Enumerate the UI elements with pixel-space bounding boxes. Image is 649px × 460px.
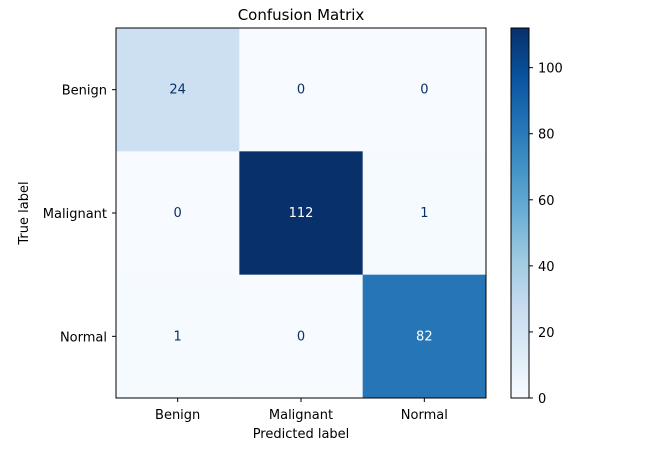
cell-value-label: 24 xyxy=(169,83,186,98)
x-axis-ticks: Benign Malignant Normal xyxy=(155,398,448,423)
heatmap-cell xyxy=(362,274,487,399)
x-tick-label: Normal xyxy=(401,408,448,423)
y-tick-label: Normal xyxy=(60,330,107,345)
colorbar-tick-label: 0 xyxy=(538,392,546,407)
y-tick-label: Benign xyxy=(62,84,107,99)
cell-value-label: 1 xyxy=(174,329,182,344)
cell-value-label: 0 xyxy=(420,83,428,98)
heatmap-cells xyxy=(116,28,487,399)
x-tick-label: Benign xyxy=(155,408,200,423)
cell-value-label: 0 xyxy=(174,206,182,221)
heatmap-cell xyxy=(362,151,487,276)
x-axis-label: Predicted label xyxy=(253,427,350,442)
x-tick-label: Malignant xyxy=(269,408,333,423)
cell-value-label: 0 xyxy=(297,329,305,344)
heatmap-cell xyxy=(116,274,240,399)
cell-value-label: 82 xyxy=(416,329,433,344)
y-tick-label: Malignant xyxy=(43,207,107,222)
chart-title: Confusion Matrix xyxy=(238,6,365,24)
heatmap-cell xyxy=(239,28,364,152)
cell-value-label: 1 xyxy=(420,206,428,221)
heatmap-cell xyxy=(362,28,487,152)
colorbar-tick-label: 80 xyxy=(538,128,555,143)
heatmap-cell xyxy=(239,274,364,399)
colorbar-ticks: 0 20 40 60 80 100 xyxy=(529,62,563,407)
heatmap-cell xyxy=(116,151,240,276)
colorbar-tick-label: 60 xyxy=(538,194,555,209)
cell-value-label: 112 xyxy=(289,206,314,221)
colorbar xyxy=(510,27,530,399)
colorbar-tick-label: 40 xyxy=(538,260,555,275)
y-axis-label: True label xyxy=(17,181,32,245)
heatmap-cell-values: 24 0 0 0 112 1 1 0 82 xyxy=(169,83,432,345)
heatmap-cell xyxy=(239,151,364,276)
cell-value-label: 0 xyxy=(297,83,305,98)
colorbar-tick-label: 100 xyxy=(538,62,563,77)
y-axis-ticks: Benign Malignant Normal xyxy=(43,84,116,345)
colorbar-tick-label: 20 xyxy=(538,326,555,341)
heatmap-cell xyxy=(116,28,240,152)
